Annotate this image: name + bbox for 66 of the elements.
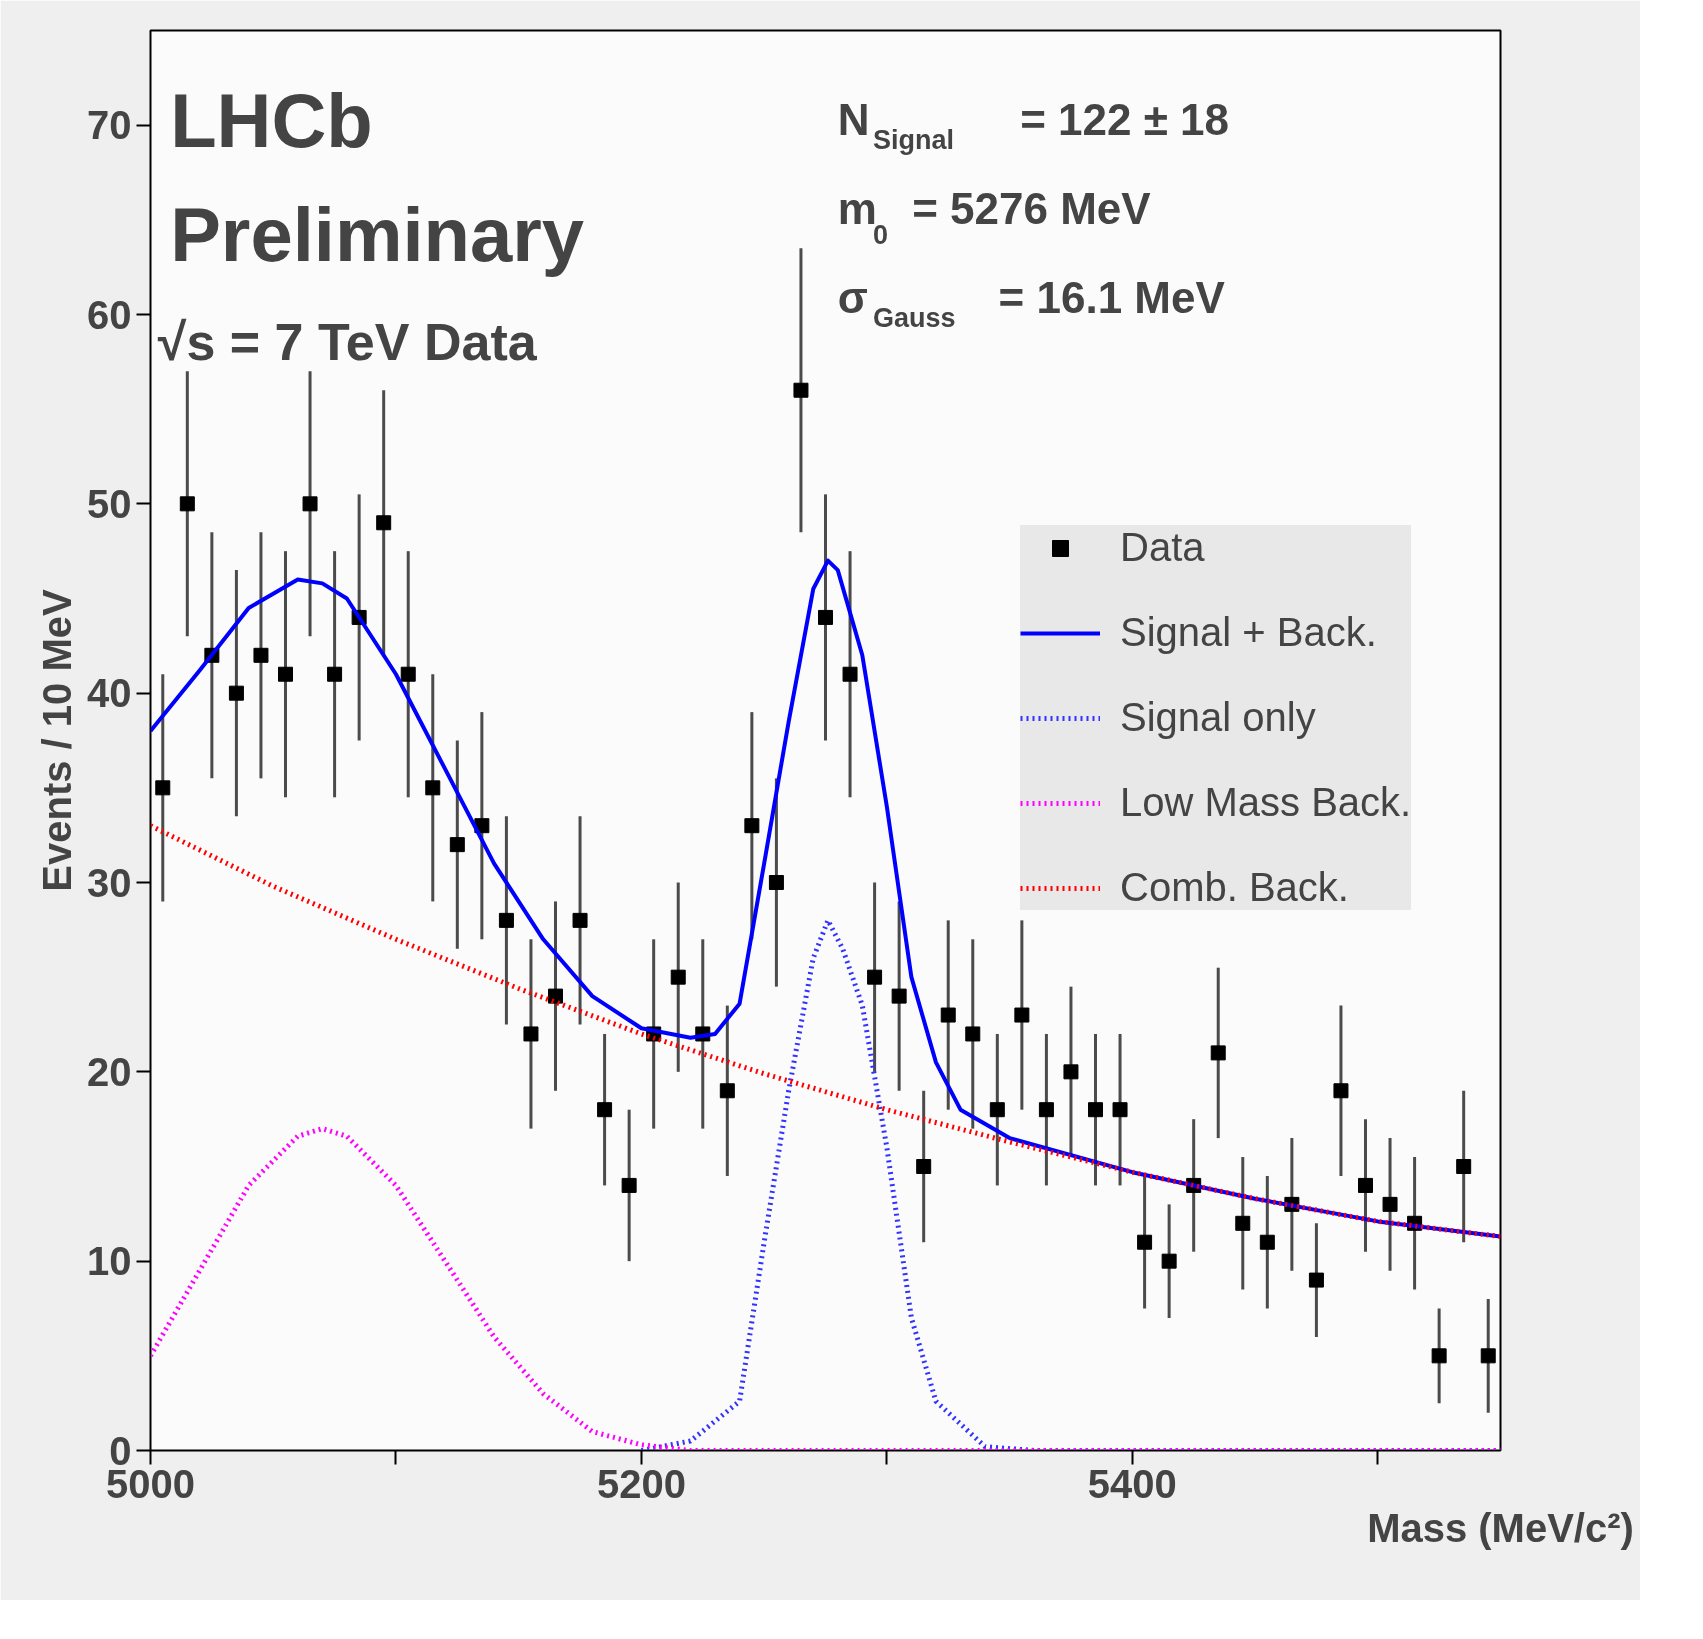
legend-label: Signal only: [1120, 695, 1316, 740]
point: [1382, 1196, 1398, 1212]
point: [1210, 1045, 1226, 1061]
annotation: LHCb: [170, 78, 373, 164]
point: [1038, 1102, 1054, 1118]
point: [940, 1007, 956, 1023]
point: [278, 666, 293, 682]
point: [1333, 1083, 1349, 1099]
point: [670, 969, 686, 985]
legend-label: Signal + Back.: [1120, 610, 1377, 655]
point: [1480, 1348, 1496, 1364]
point: [302, 496, 318, 512]
point: [1137, 1234, 1153, 1250]
point: [768, 875, 784, 890]
point: [818, 609, 833, 625]
point: [548, 988, 563, 1004]
point: [179, 496, 195, 512]
point: [572, 912, 588, 928]
point: [1063, 1064, 1079, 1080]
x-axis-title: Mass (MeV/c²): [1367, 1505, 1634, 1550]
annotation: √s = 7 TeV Data: [157, 313, 538, 372]
point: [1112, 1102, 1128, 1118]
y-tick-label: 10: [87, 1239, 132, 1284]
y-tick-label: 40: [87, 671, 132, 716]
point: [449, 837, 465, 853]
point: [425, 780, 441, 796]
point: [744, 818, 760, 834]
point: [842, 666, 858, 682]
point: [400, 666, 416, 682]
point: [327, 666, 343, 682]
point: [1088, 1102, 1103, 1118]
y-tick-label: 70: [87, 103, 132, 148]
point: [916, 1159, 932, 1174]
point: [253, 647, 269, 663]
point: [1161, 1253, 1177, 1269]
legend-label: Comb. Back.: [1120, 865, 1349, 910]
point: [891, 988, 907, 1004]
legend-label: Low Mass Back.: [1120, 780, 1412, 825]
point: [1358, 1177, 1373, 1193]
point: [1456, 1159, 1472, 1174]
point: [1014, 1007, 1030, 1023]
point: [1308, 1272, 1324, 1288]
x-tick-label: 5400: [1087, 1461, 1177, 1506]
y-tick-label: 30: [87, 860, 132, 905]
point: [1259, 1234, 1275, 1250]
y-axis-title: Events / 10 MeV: [35, 589, 80, 892]
point: [523, 1026, 539, 1042]
point: [155, 780, 171, 796]
point: [989, 1102, 1005, 1118]
point: [719, 1083, 735, 1099]
point: [376, 515, 392, 531]
point: [1431, 1348, 1447, 1364]
point: [228, 685, 244, 701]
x-tick-label: 5200: [596, 1461, 686, 1506]
y-tick-label: 60: [87, 292, 132, 337]
point: [793, 382, 809, 398]
annotation: Preliminary: [170, 191, 585, 277]
legend-label: Data: [1120, 525, 1205, 570]
point: [965, 1026, 981, 1042]
y-tick-label: 20: [87, 1049, 132, 1094]
point: [621, 1177, 637, 1193]
point: [867, 969, 883, 985]
y-tick-label: 50: [87, 481, 132, 526]
point: [1235, 1215, 1251, 1231]
point: [597, 1102, 613, 1118]
point: [498, 912, 514, 928]
